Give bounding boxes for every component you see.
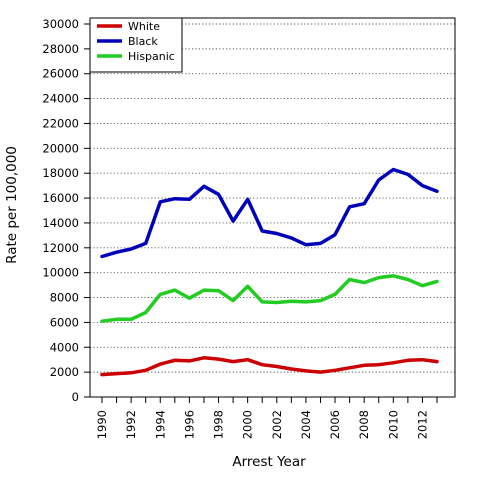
y-tick-label: 10000 xyxy=(42,266,79,280)
y-tick-label: 2000 xyxy=(50,365,79,379)
y-tick-label: 20000 xyxy=(42,141,79,155)
y-tick-label: 4000 xyxy=(50,340,79,354)
series-line-hispanic xyxy=(100,274,439,323)
x-tick-label: 2002 xyxy=(270,410,284,439)
y-tick-label: 28000 xyxy=(42,42,79,56)
x-tick-label: 1994 xyxy=(153,410,167,439)
legend-label-black: Black xyxy=(128,35,158,48)
x-axis-title: Arrest Year xyxy=(232,454,306,470)
y-tick-label: 0 xyxy=(72,390,79,404)
legend-label-hispanic: Hispanic xyxy=(128,50,175,63)
x-tick-label: 1998 xyxy=(212,410,226,439)
y-tick-label: 18000 xyxy=(42,166,79,180)
x-tick-label: 1992 xyxy=(124,410,138,439)
x-tick-label: 2004 xyxy=(299,410,313,439)
x-tick-label: 2012 xyxy=(415,410,429,439)
x-tick-label: 2010 xyxy=(386,410,400,439)
y-tick-label: 24000 xyxy=(42,92,79,106)
y-axis: 0 2000 4000 6000 8000 10000 12000 14000 16000 180… xyxy=(42,17,456,404)
x-tick-label: 2006 xyxy=(328,410,342,439)
y-tick-label: 8000 xyxy=(50,291,79,305)
series-line-black xyxy=(100,167,439,259)
y-tick-label: 22000 xyxy=(42,116,79,130)
x-tick-label: 1996 xyxy=(182,410,196,439)
gridlines xyxy=(90,23,455,398)
y-tick-label: 30000 xyxy=(42,17,79,31)
y-axis-title: Rate per 100,000 xyxy=(4,146,20,264)
x-axis: 1990 1992 1994 1996 1998 2000 2002 2004 2006 2008… xyxy=(90,396,455,439)
x-tick-label: 1990 xyxy=(95,410,109,439)
y-tick-label: 14000 xyxy=(42,216,79,230)
series-line-white xyxy=(100,356,439,377)
legend: White Black Hispanic xyxy=(89,17,183,73)
y-tick-label: 6000 xyxy=(50,315,79,329)
x-tick-label: 2000 xyxy=(241,410,255,439)
y-tick-label: 12000 xyxy=(42,241,79,255)
x-tick-label: 2008 xyxy=(357,410,371,439)
y-tick-label: 16000 xyxy=(42,191,79,205)
series-lines xyxy=(100,167,439,377)
plot-frame xyxy=(89,17,456,398)
legend-label-white: White xyxy=(128,20,160,33)
y-tick-label: 26000 xyxy=(42,67,79,81)
